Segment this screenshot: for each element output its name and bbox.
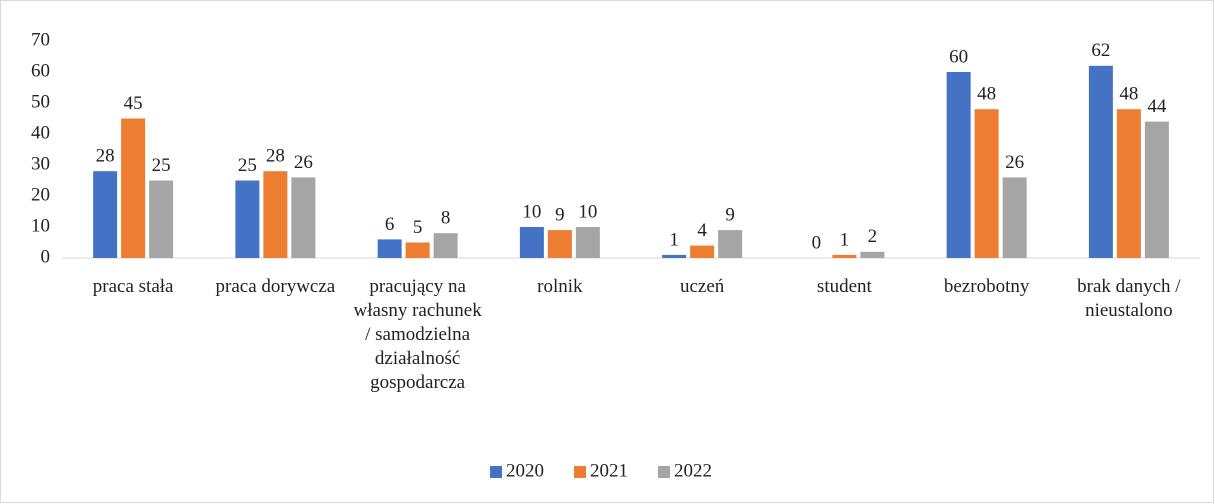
x-tick-label: bezrobotny xyxy=(943,276,1030,297)
x-tick-label: pracujący na własny rachunek / samodziel… xyxy=(353,276,482,393)
data-label: 10 xyxy=(578,201,597,222)
legend-label: 2021 xyxy=(590,460,628,481)
bar xyxy=(377,239,402,258)
data-label: 25 xyxy=(238,155,257,176)
bar xyxy=(718,230,743,258)
data-label: 62 xyxy=(1091,40,1110,61)
data-label: 26 xyxy=(1005,152,1024,173)
data-label: 26 xyxy=(294,152,313,173)
bar xyxy=(860,251,885,258)
x-tick-label: student xyxy=(816,276,872,297)
bar xyxy=(291,177,316,258)
y-tick-label: 10 xyxy=(31,215,50,236)
bar xyxy=(405,242,430,258)
x-tick-label: rolnik xyxy=(537,276,583,297)
data-label: 1 xyxy=(840,229,850,250)
bar xyxy=(690,245,715,258)
bar xyxy=(433,233,458,258)
x-tick-label: praca dorywcza xyxy=(215,276,336,297)
data-label: 48 xyxy=(1119,84,1138,105)
bar xyxy=(1002,177,1027,258)
data-label: 45 xyxy=(124,93,143,114)
data-label: 60 xyxy=(949,46,968,67)
bar xyxy=(1088,65,1113,258)
bar xyxy=(149,180,174,258)
legend-swatch xyxy=(658,466,670,478)
y-tick-label: 0 xyxy=(41,246,51,267)
bar xyxy=(575,227,600,258)
bar xyxy=(121,118,146,258)
data-label: 5 xyxy=(413,217,423,238)
legend-swatch xyxy=(490,466,502,478)
x-tick-label: uczeń xyxy=(679,276,725,297)
bar xyxy=(662,254,687,258)
data-label: 28 xyxy=(266,146,285,167)
y-tick-label: 70 xyxy=(31,29,50,50)
y-tick-label: 60 xyxy=(31,60,50,81)
legend-swatch xyxy=(574,466,586,478)
bar xyxy=(93,171,118,258)
bar xyxy=(946,72,971,258)
data-label: 6 xyxy=(385,214,395,235)
y-tick-label: 40 xyxy=(31,122,50,143)
data-label: 25 xyxy=(152,155,171,176)
data-label: 9 xyxy=(725,204,735,225)
x-tick-label: brak danych / nieustalono xyxy=(1077,276,1181,321)
data-label: 9 xyxy=(555,204,565,225)
data-label: 44 xyxy=(1147,96,1167,117)
bar xyxy=(1116,109,1141,258)
bar xyxy=(974,109,999,258)
data-label: 0 xyxy=(812,232,822,253)
legend-label: 2022 xyxy=(674,460,712,481)
bar xyxy=(519,227,544,258)
data-label: 10 xyxy=(522,201,541,222)
y-tick-label: 30 xyxy=(31,153,50,174)
bar xyxy=(1144,121,1169,258)
x-tick-label: praca stała xyxy=(92,276,174,297)
y-tick-label: 20 xyxy=(31,184,50,205)
bar xyxy=(547,230,572,258)
bar xyxy=(263,171,288,258)
data-label: 8 xyxy=(441,208,451,229)
legend-label: 2020 xyxy=(506,460,544,481)
data-label: 28 xyxy=(96,146,115,167)
data-label: 48 xyxy=(977,84,996,105)
data-label: 4 xyxy=(697,220,707,241)
y-tick-label: 50 xyxy=(31,91,50,112)
data-label: 1 xyxy=(669,229,679,250)
bar xyxy=(235,180,260,258)
data-label: 2 xyxy=(868,226,878,247)
bar xyxy=(832,254,857,258)
